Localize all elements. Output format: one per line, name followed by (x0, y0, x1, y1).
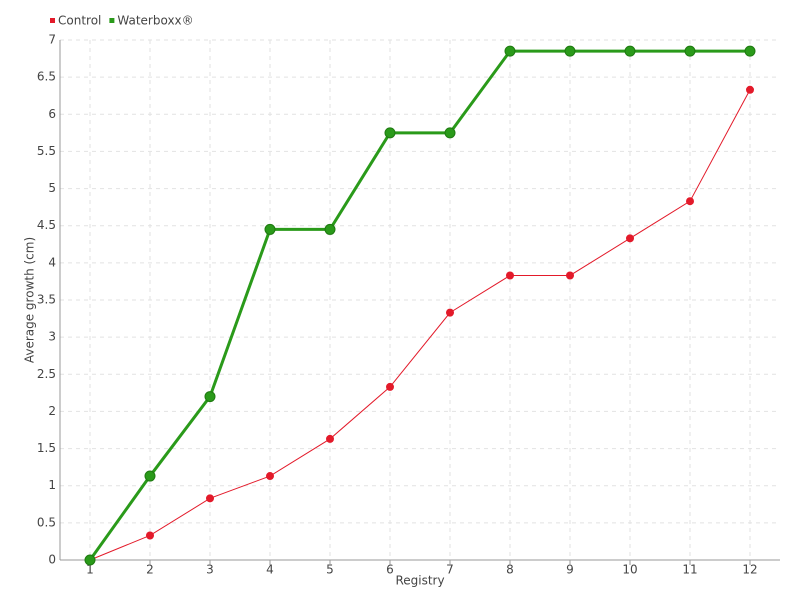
data-point (566, 271, 574, 280)
data-point (206, 494, 214, 503)
data-point (746, 85, 754, 94)
legend-swatch (50, 18, 55, 23)
data-point (264, 223, 276, 235)
x-tick-label: 6 (386, 563, 394, 577)
x-tick-label: 7 (446, 563, 454, 577)
data-point (204, 391, 216, 403)
y-tick-label: 6 (48, 107, 56, 121)
series-line (88, 49, 750, 561)
y-tick-label: 3 (48, 330, 56, 344)
data-point (624, 45, 636, 57)
legend-label: Waterboxx® (117, 14, 193, 28)
y-tick-label: 6.5 (37, 70, 56, 84)
data-point (266, 472, 274, 481)
data-point (444, 127, 456, 139)
y-tick-label: 2.5 (37, 367, 56, 381)
x-tick-label: 4 (266, 563, 274, 577)
x-tick-label: 8 (506, 563, 514, 577)
data-point (146, 531, 154, 540)
y-tick-label: 5.5 (37, 144, 56, 158)
data-point (626, 234, 634, 243)
y-tick-label: 4 (48, 255, 56, 269)
data-point (506, 271, 514, 280)
x-tick-label: 1 (86, 563, 94, 577)
y-tick-label: 2 (48, 404, 56, 418)
y-tick-label: 0.5 (37, 515, 56, 529)
data-point (384, 127, 396, 139)
data-point (386, 382, 394, 391)
y-tick-label: 5 (48, 181, 56, 195)
series-line (89, 89, 751, 561)
x-tick-label: 10 (622, 563, 637, 577)
y-tick-label: 1 (48, 478, 56, 492)
data-point (144, 470, 156, 482)
y-tick-label: 3.5 (37, 293, 56, 307)
x-axis-label: Registry (395, 574, 444, 588)
x-tick-label: 12 (742, 563, 757, 577)
data-point (564, 45, 576, 57)
data-point (324, 223, 336, 235)
legend-label: Control (58, 14, 101, 28)
x-tick-label: 11 (682, 563, 697, 577)
data-point (504, 45, 516, 57)
y-tick-label: 7 (48, 33, 56, 47)
y-tick-label: 0 (48, 553, 56, 567)
y-tick-label: 1.5 (37, 441, 56, 455)
x-tick-label: 3 (206, 563, 214, 577)
legend-swatch (109, 18, 115, 23)
y-tick-label: 4.5 (37, 218, 56, 232)
data-point (326, 434, 334, 443)
data-point (84, 554, 96, 566)
x-tick-label: 5 (326, 563, 334, 577)
data-point (684, 45, 696, 57)
data-point (686, 197, 694, 206)
x-tick-label: 2 (146, 563, 154, 577)
x-tick-label: 9 (566, 563, 574, 577)
data-point (744, 45, 756, 57)
data-point (446, 308, 454, 317)
y-axis-label: Average growth (cm) (23, 237, 37, 363)
